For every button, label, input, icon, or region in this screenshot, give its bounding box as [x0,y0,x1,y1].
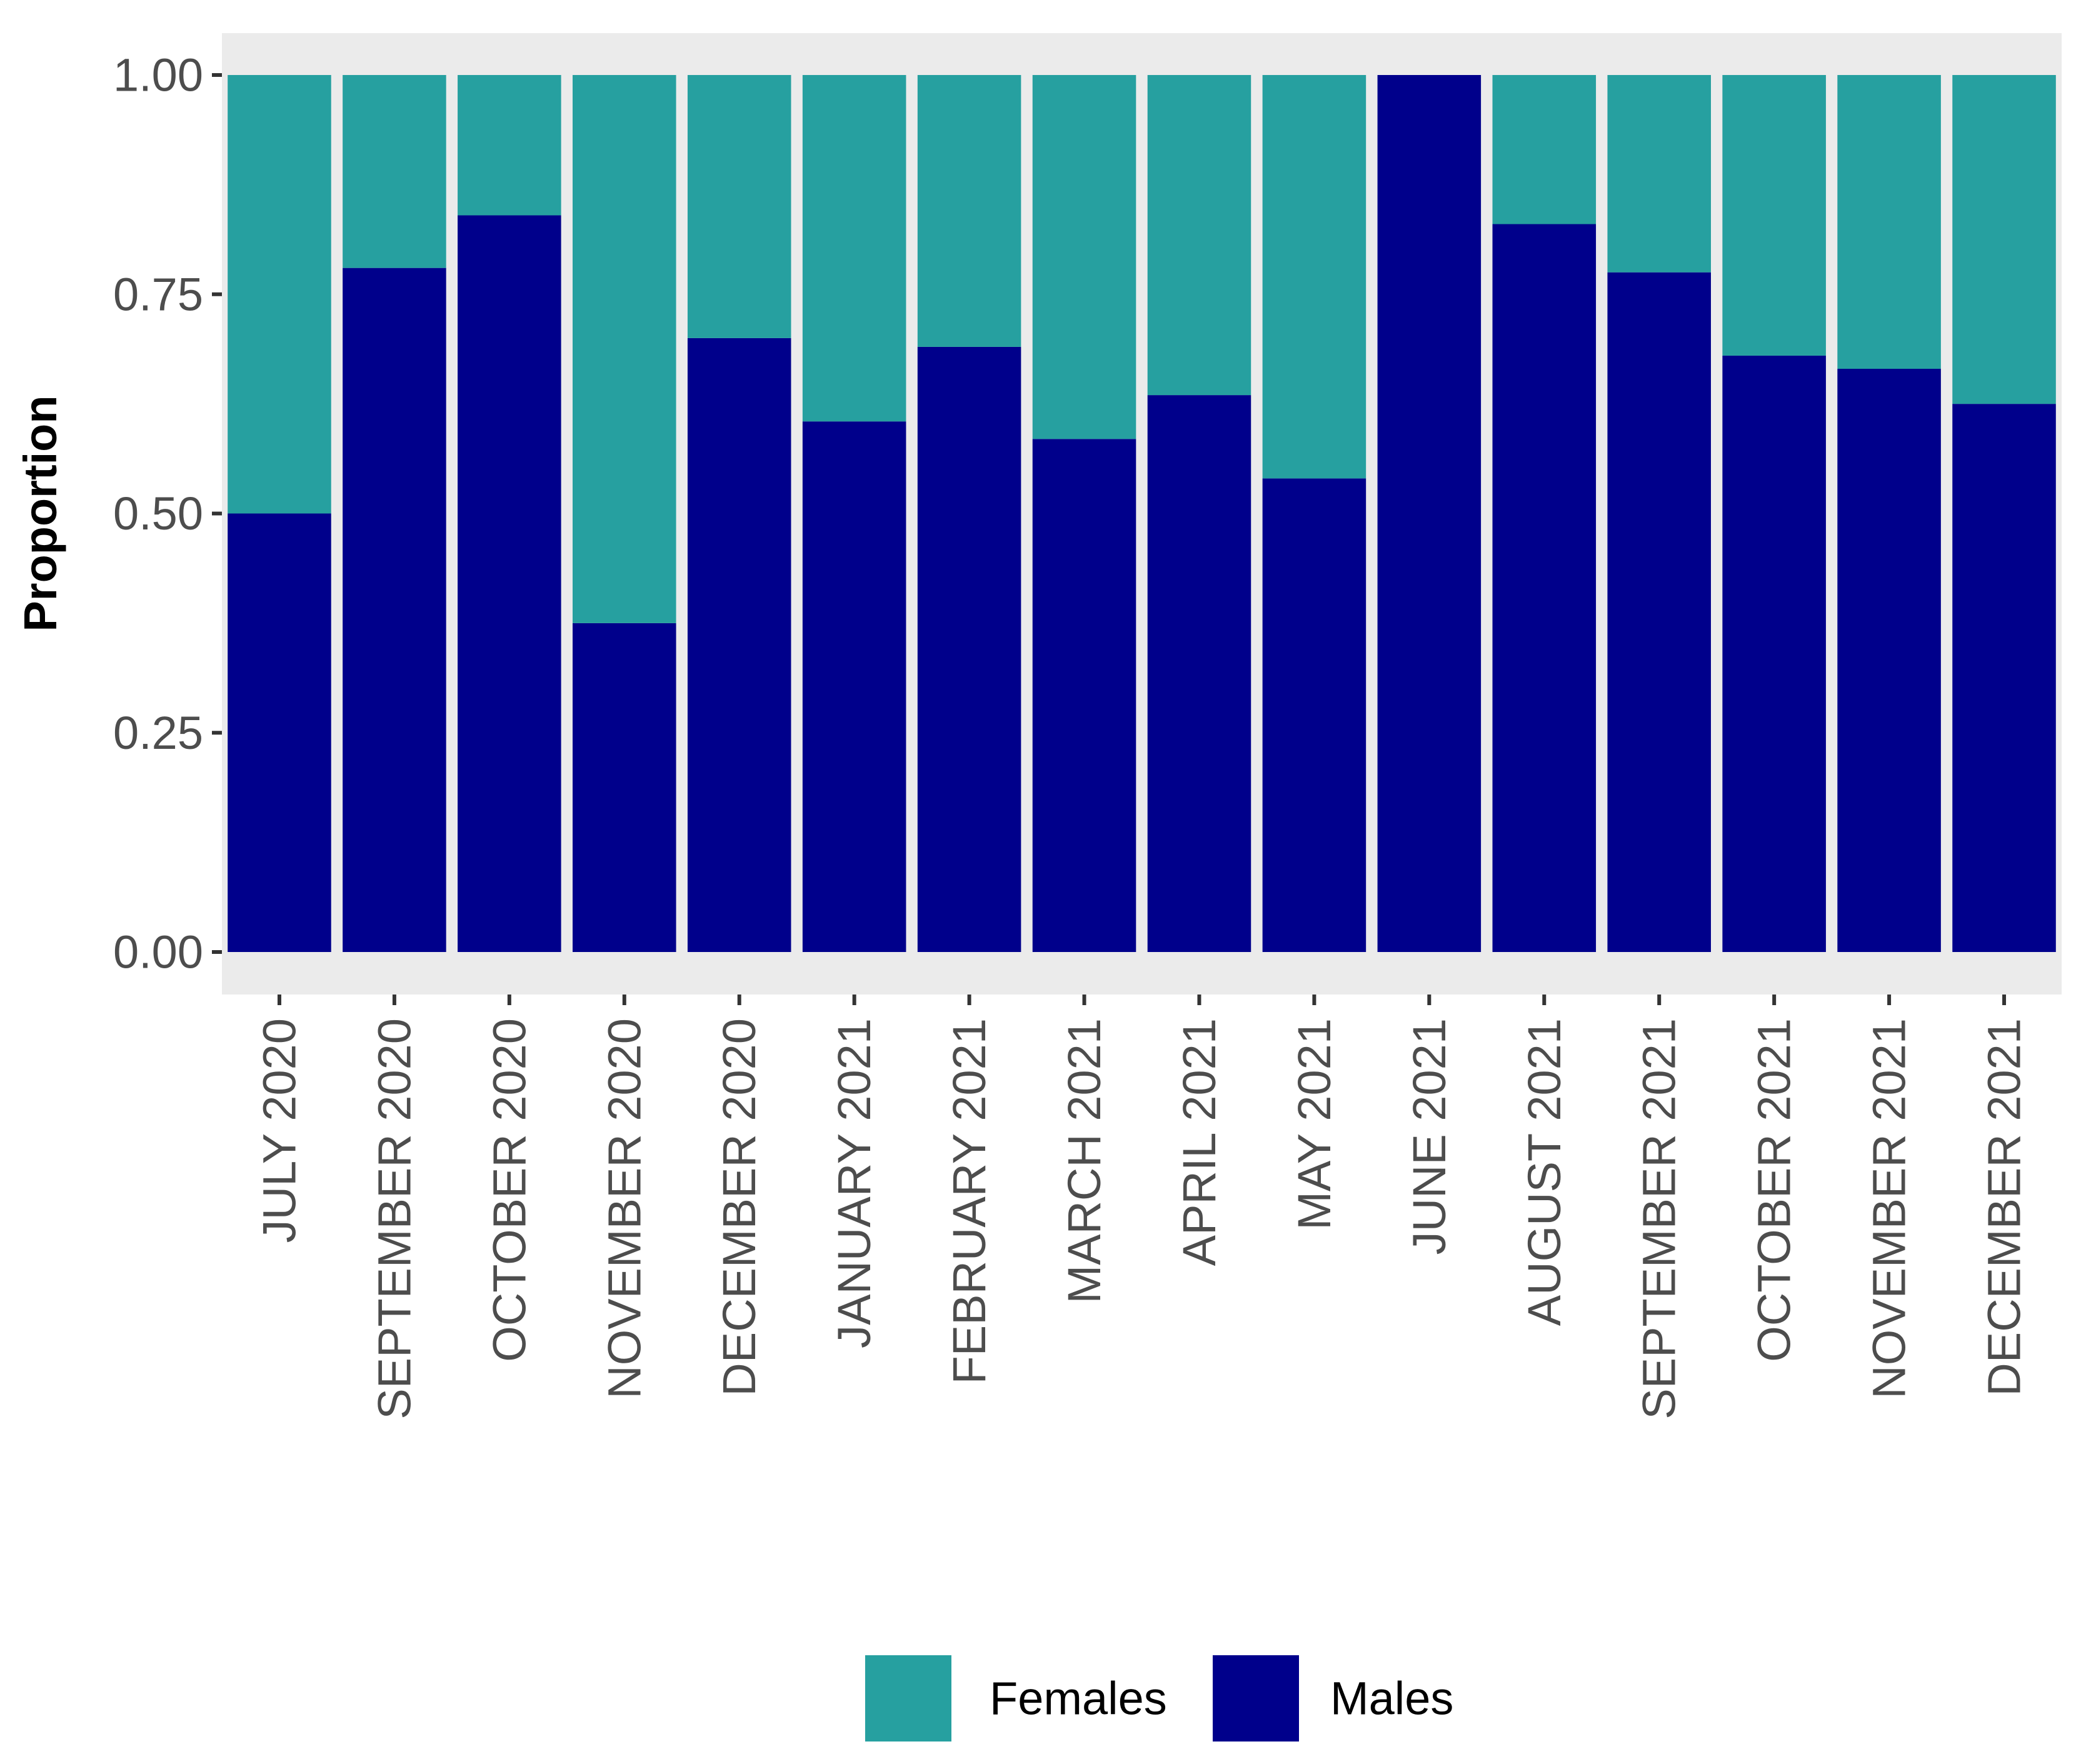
bar-males [573,623,676,952]
x-tick-label: NOVEMBER 2021 [1863,1018,1915,1399]
bar-females [1032,75,1136,439]
bar-males [1262,478,1366,952]
x-tick-label: FEBRUARY 2021 [943,1018,995,1384]
y-tick-label: 0.75 [113,268,203,320]
bar-males [1952,404,2056,952]
bar-females [802,75,906,422]
bar-females [228,75,331,514]
bar-females [1147,75,1251,396]
x-axis: JULY 2020 SEPTEMBER 2020 OCTOBER 2020 NOVEM… [253,995,2030,1420]
bar-males [228,513,331,952]
y-tick-label: 0.25 [113,707,203,759]
bar-males [917,346,1021,952]
y-axis: 0.00 0.25 0.50 0.75 1.00 [113,49,222,978]
x-tick-label: AUGUST 2021 [1518,1018,1570,1326]
bar-males [1837,369,1941,952]
y-tick-label: 1.00 [113,49,203,101]
x-tick-label: DECEMBER 2021 [1978,1018,2030,1396]
bar-males [687,338,791,952]
x-tick-label: OCTOBER 2020 [483,1018,535,1362]
bar-females [458,75,561,216]
bar-females [343,75,446,268]
x-tick-label: SEPTEMBER 2021 [1633,1018,1685,1420]
bar-males [1492,224,1597,952]
legend: Females Males [865,1655,1453,1741]
x-tick-label: MAY 2021 [1288,1018,1340,1230]
bar-males [1722,355,1826,952]
bar-females [687,75,791,338]
bar-females [1952,75,2056,404]
bar-males [802,421,906,952]
bar-females [1837,75,1941,369]
legend-key-females [865,1655,951,1741]
legend-label-females: Females [990,1673,1167,1725]
x-tick-label: SEPTEMBER 2020 [368,1018,420,1420]
bar-males [1147,395,1251,952]
x-tick-label: APRIL 2021 [1173,1018,1225,1266]
bar-females [1722,75,1826,356]
y-tick-label: 0.00 [113,926,203,978]
legend-label-males: Males [1330,1673,1453,1725]
bar-males [1607,272,1711,952]
x-tick-label: OCTOBER 2021 [1748,1018,1800,1362]
bars [228,75,2056,953]
bar-males [343,268,446,952]
bar-males [458,215,561,953]
x-tick-label: MARCH 2021 [1058,1018,1110,1304]
x-tick-label: DECEMBER 2020 [713,1018,765,1396]
legend-key-males [1213,1655,1299,1741]
x-tick-label: JUNE 2021 [1403,1018,1455,1255]
y-axis-title: Proportion [14,395,66,631]
bar-females [1262,75,1366,479]
x-tick-label: NOVEMBER 2020 [598,1018,650,1399]
bar-females [917,75,1021,347]
y-tick-label: 0.50 [113,488,203,539]
x-tick-label: JULY 2020 [253,1018,305,1243]
bar-females [1607,75,1711,273]
bar-males [1032,439,1136,952]
bar-males [1377,75,1482,952]
x-tick-label: JANUARY 2021 [828,1018,880,1348]
bar-females [1492,75,1597,224]
bar-females [573,75,676,623]
